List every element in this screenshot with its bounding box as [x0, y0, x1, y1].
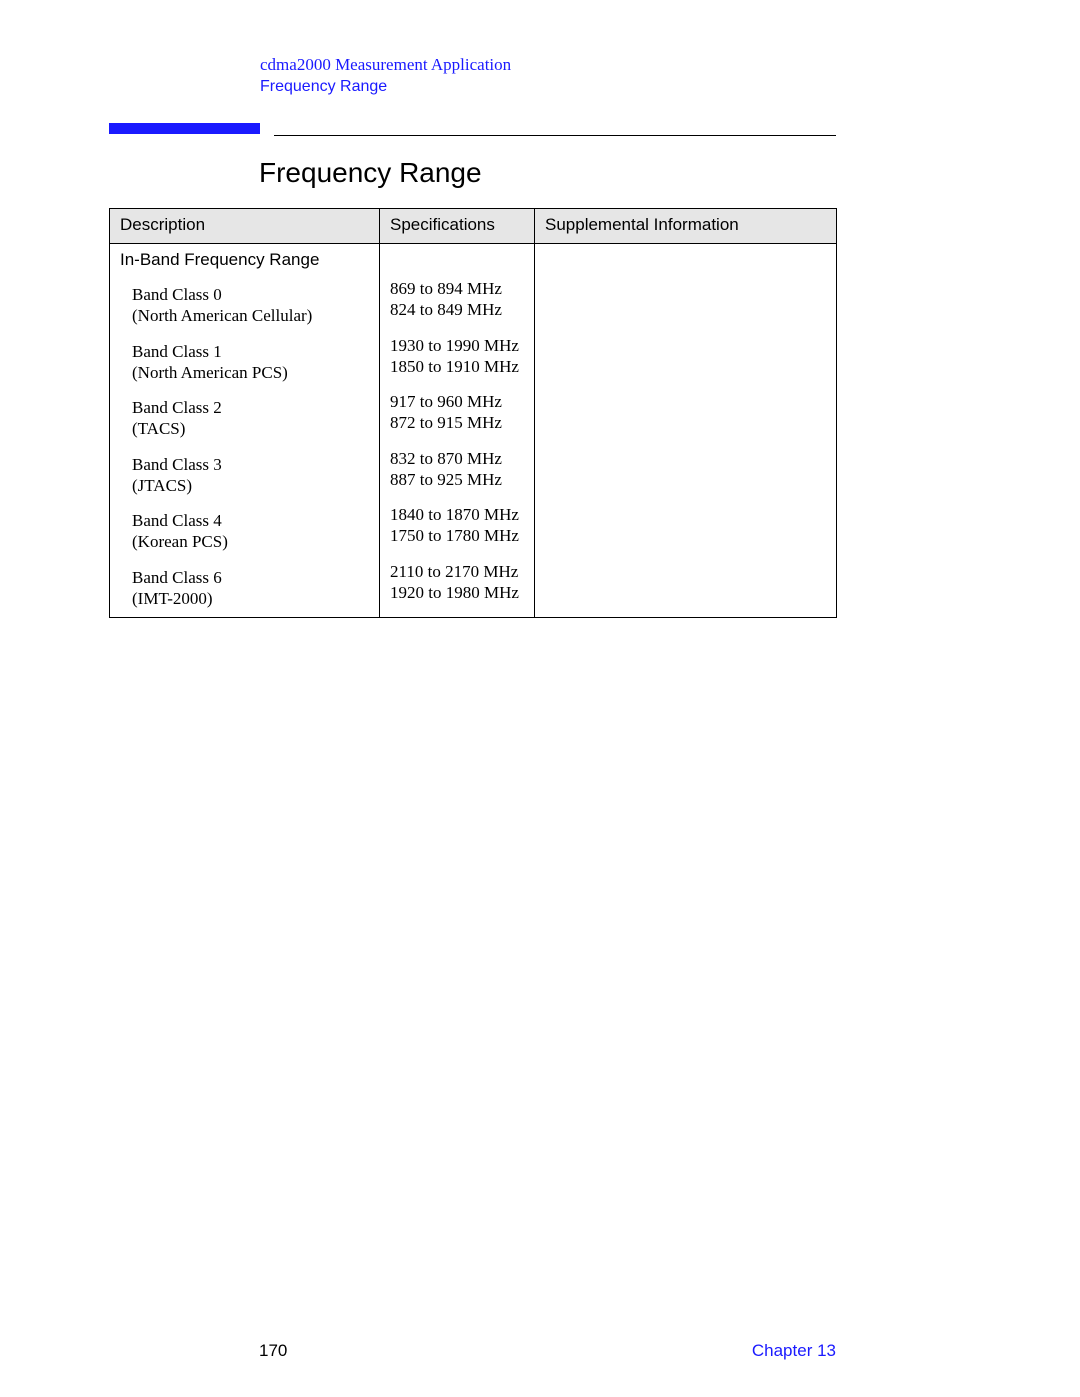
cell-specifications: 869 to 894 MHz 824 to 849 MHz 1930 to 19…: [380, 244, 535, 618]
spec-line: 1840 to 1870 MHz: [390, 504, 524, 525]
band-entry: Band Class 6 (IMT-2000): [120, 567, 369, 610]
cell-supplemental: [535, 244, 837, 618]
spec-entry: 1840 to 1870 MHz 1750 to 1780 MHz: [390, 504, 524, 561]
header-application-title: cdma2000 Measurement Application: [260, 55, 511, 75]
spec-line: 917 to 960 MHz: [390, 391, 524, 412]
table-header-row: Description Specifications Supplemental …: [110, 209, 837, 244]
band-name: Band Class 4: [132, 510, 369, 531]
band-name: Band Class 1: [132, 341, 369, 362]
frequency-range-table: Description Specifications Supplemental …: [109, 208, 837, 618]
band-name: Band Class 0: [132, 284, 369, 305]
page: cdma2000 Measurement Application Frequen…: [0, 0, 1080, 1397]
col-header-supplemental: Supplemental Information: [535, 209, 837, 244]
spec-entry: 869 to 894 MHz 824 to 849 MHz: [390, 278, 524, 335]
spec-line: 869 to 894 MHz: [390, 278, 524, 299]
col-header-description: Description: [110, 209, 380, 244]
band-sub: (Korean PCS): [132, 531, 369, 552]
section-title: Frequency Range: [259, 157, 482, 189]
band-entry: Band Class 4 (Korean PCS): [120, 510, 369, 567]
band-name: Band Class 3: [132, 454, 369, 475]
band-sub: (North American PCS): [132, 362, 369, 383]
header-rule: [274, 135, 836, 136]
spec-line: 832 to 870 MHz: [390, 448, 524, 469]
spec-line: 1920 to 1980 MHz: [390, 582, 524, 603]
spec-line: 1930 to 1990 MHz: [390, 335, 524, 356]
band-sub: (IMT-2000): [132, 588, 369, 609]
spec-lead-spacer: [390, 250, 524, 278]
spec-line: 1850 to 1910 MHz: [390, 356, 524, 377]
table-body-row: In-Band Frequency Range Band Class 0 (No…: [110, 244, 837, 618]
band-name: Band Class 6: [132, 567, 369, 588]
band-entry: Band Class 3 (JTACS): [120, 454, 369, 511]
spec-line: 824 to 849 MHz: [390, 299, 524, 320]
spec-line: 887 to 925 MHz: [390, 469, 524, 490]
section-label: In-Band Frequency Range: [120, 250, 369, 284]
band-sub: (TACS): [132, 418, 369, 439]
col-header-specifications: Specifications: [380, 209, 535, 244]
accent-bar: [109, 123, 260, 134]
spec-line: 872 to 915 MHz: [390, 412, 524, 433]
band-sub: (JTACS): [132, 475, 369, 496]
band-entry: Band Class 0 (North American Cellular): [120, 284, 369, 341]
spec-entry: 2110 to 2170 MHz 1920 to 1980 MHz: [390, 561, 524, 604]
page-number: 170: [259, 1341, 287, 1361]
chapter-label: Chapter 13: [752, 1341, 836, 1361]
cell-description: In-Band Frequency Range Band Class 0 (No…: [110, 244, 380, 618]
band-sub: (North American Cellular): [132, 305, 369, 326]
running-header: cdma2000 Measurement Application Frequen…: [260, 55, 511, 96]
spec-line: 1750 to 1780 MHz: [390, 525, 524, 546]
spec-entry: 917 to 960 MHz 872 to 915 MHz: [390, 391, 524, 448]
spec-line: 2110 to 2170 MHz: [390, 561, 524, 582]
band-name: Band Class 2: [132, 397, 369, 418]
spec-entry: 1930 to 1990 MHz 1850 to 1910 MHz: [390, 335, 524, 392]
band-entry: Band Class 2 (TACS): [120, 397, 369, 454]
header-section-name: Frequency Range: [260, 78, 511, 96]
band-entry: Band Class 1 (North American PCS): [120, 341, 369, 398]
spec-entry: 832 to 870 MHz 887 to 925 MHz: [390, 448, 524, 505]
